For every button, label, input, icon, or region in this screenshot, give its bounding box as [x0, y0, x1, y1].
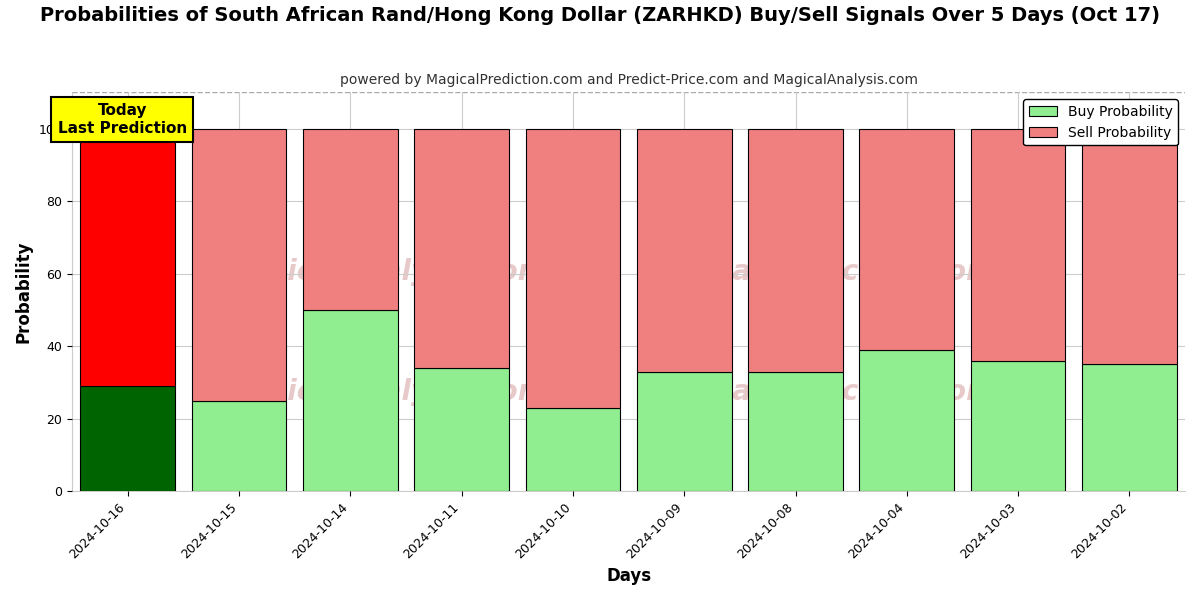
Title: powered by MagicalPrediction.com and Predict-Price.com and MagicalAnalysis.com: powered by MagicalPrediction.com and Pre…	[340, 73, 918, 87]
Bar	[414, 128, 509, 368]
Text: MagicalAnalysis.com: MagicalAnalysis.com	[221, 377, 546, 406]
X-axis label: Days: Days	[606, 567, 652, 585]
Bar	[637, 371, 732, 491]
Bar	[971, 361, 1066, 491]
Bar	[859, 128, 954, 350]
Text: Today
Last Prediction: Today Last Prediction	[58, 103, 187, 136]
Bar	[1082, 364, 1177, 491]
Bar	[859, 350, 954, 491]
Bar	[1082, 128, 1177, 364]
Bar	[971, 128, 1066, 361]
Bar	[414, 368, 509, 491]
Bar	[749, 128, 842, 371]
Text: MagicalPrediction.com: MagicalPrediction.com	[641, 377, 995, 406]
Bar	[304, 128, 397, 310]
Bar	[526, 408, 620, 491]
Text: Probabilities of South African Rand/Hong Kong Dollar (ZARHKD) Buy/Sell Signals O: Probabilities of South African Rand/Hong…	[40, 6, 1160, 25]
Bar	[637, 128, 732, 371]
Bar	[526, 128, 620, 408]
Bar	[80, 128, 175, 386]
Y-axis label: Probability: Probability	[16, 241, 34, 343]
Text: MagicalAnalysis.com: MagicalAnalysis.com	[221, 258, 546, 286]
Text: MagicalPrediction.com: MagicalPrediction.com	[641, 258, 995, 286]
Bar	[304, 310, 397, 491]
Legend: Buy Probability, Sell Probability: Buy Probability, Sell Probability	[1024, 99, 1178, 145]
Bar	[749, 371, 842, 491]
Bar	[192, 128, 287, 401]
Bar	[192, 401, 287, 491]
Bar	[80, 386, 175, 491]
